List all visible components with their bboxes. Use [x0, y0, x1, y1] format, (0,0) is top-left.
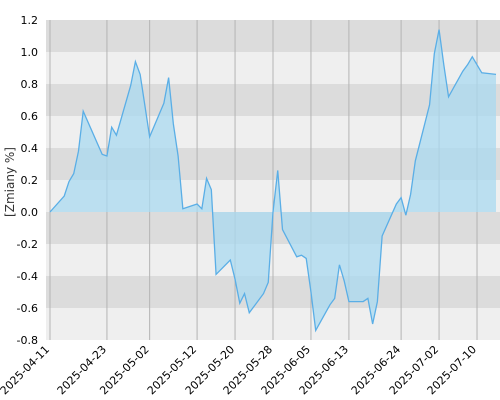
y-tick-label: 0.8 [21, 78, 39, 91]
series-area [49, 29, 497, 333]
y-tick-label: -0.8 [17, 334, 38, 347]
x-tick-label: 2025-04-11 [0, 343, 52, 397]
y-tick-label: -0.6 [17, 302, 38, 315]
y-tick-label: 0.0 [21, 206, 39, 219]
y-tick-label: 0.2 [21, 174, 39, 187]
y-axis-ticks: 1.2 1.0 0.8 0.6 0.4 0.2 0.0 -0.2 -0.4 -0.6 -0.8 [17, 14, 38, 347]
series-fill [50, 29, 496, 331]
y-tick-label: -0.2 [17, 238, 38, 251]
y-tick-label: 1.0 [21, 46, 39, 59]
y-tick-label: -0.4 [17, 270, 38, 283]
y-tick-label: 0.6 [21, 110, 39, 123]
y-axis-label: [Zmiany %] [3, 147, 17, 217]
y-tick-label: 1.2 [21, 14, 39, 27]
y-tick-label: 0.4 [21, 142, 39, 155]
x-axis-ticks: 2025-04-11 2025-04-232025-05-022025-05-12… [0, 343, 479, 397]
series-line [49, 29, 497, 333]
